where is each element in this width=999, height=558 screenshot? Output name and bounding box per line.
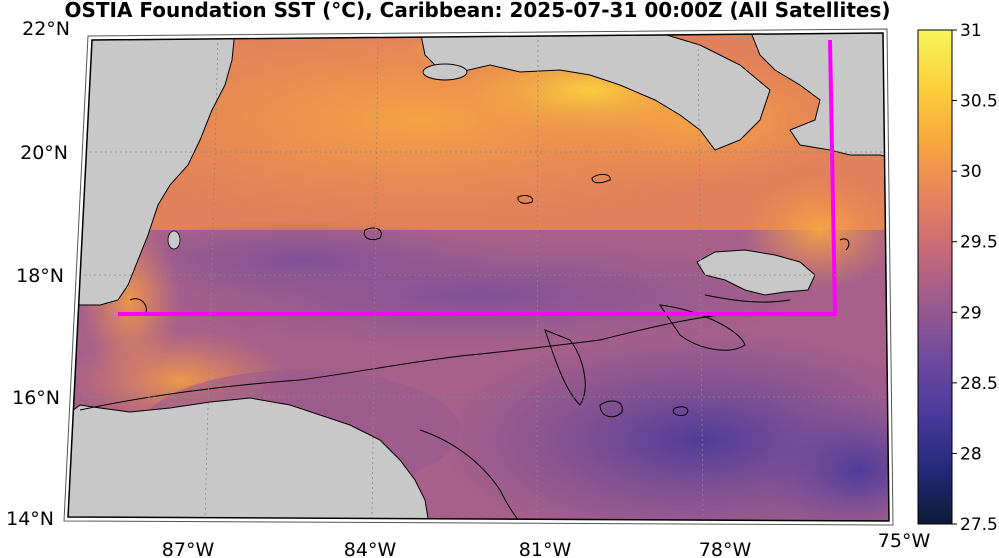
sst-field	[68, 33, 889, 521]
region-box	[118, 39, 838, 316]
contours	[79, 173, 850, 521]
colorbar-bar	[917, 29, 953, 525]
land-jamaica	[696, 249, 816, 296]
lon-label-75w: 75°W	[878, 530, 931, 552]
lat-label-16n: 16°N	[12, 387, 60, 409]
colorbar-tick-label: 30.5	[960, 92, 998, 112]
lon-label-81w: 81°W	[519, 539, 572, 558]
land-yucatan	[68, 33, 236, 306]
lon-label-78w: 78°W	[699, 539, 752, 558]
colorbar-tick-label: 30	[960, 162, 982, 182]
lat-label-14n: 14°N	[6, 508, 54, 530]
land-hispaniola	[749, 33, 889, 161]
lat-label-20n: 20°N	[20, 142, 68, 164]
lon-label-87w: 87°W	[162, 539, 215, 558]
map-frame	[67, 32, 890, 522]
figure-title: OSTIA Foundation SST (°C), Caribbean: 20…	[64, 0, 891, 22]
colorbar-tick-label: 29.5	[960, 233, 998, 253]
colorbar: 31 30.5 30 29.5 29 28.5 28 27.5	[917, 21, 998, 535]
colorbar-tick-label: 29	[960, 303, 982, 323]
colorbar-tick-label: 27.5	[960, 515, 998, 535]
land-cay	[167, 230, 181, 250]
lon-label-84w: 84°W	[344, 539, 397, 558]
land-isla-juventud	[422, 63, 468, 81]
colorbar-ticks: 31 30.5 30 29.5 29 28.5 28 27.5	[952, 21, 998, 535]
lat-label-22n: 22°N	[22, 18, 70, 40]
land-central-america	[68, 397, 431, 521]
colorbar-tick-label: 28.5	[960, 374, 998, 394]
colorbar-tick-label: 31	[960, 21, 982, 41]
colorbar-tick-label: 28	[960, 444, 982, 464]
gridlines	[78, 33, 887, 522]
land-masses	[68, 33, 889, 521]
lat-label-18n: 18°N	[16, 265, 64, 287]
